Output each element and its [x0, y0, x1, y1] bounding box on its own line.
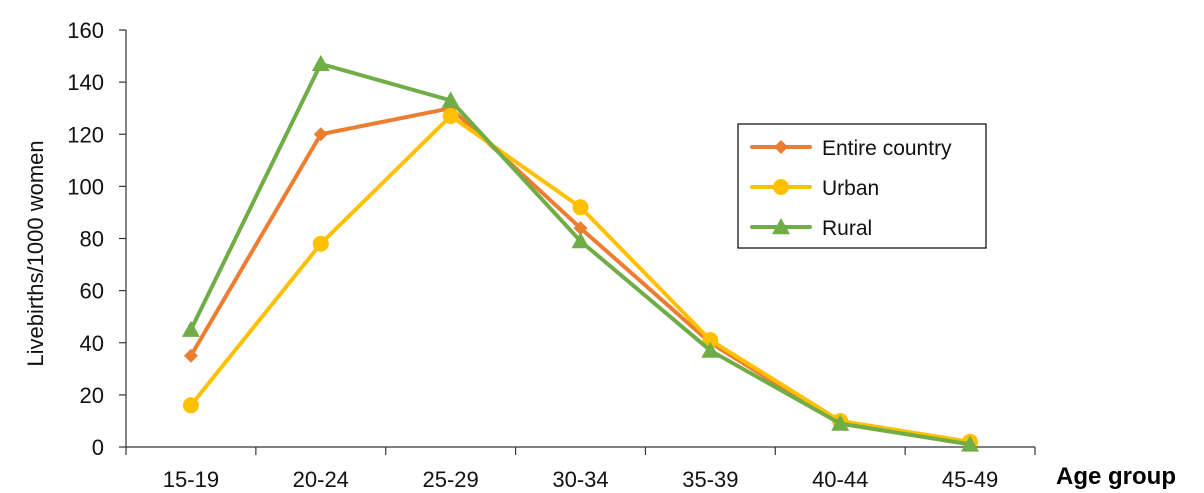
x-tick-label: 45-49: [942, 467, 998, 492]
legend-item-urban: Urban: [750, 177, 879, 200]
legend-label-urban: Urban: [822, 177, 879, 200]
y-tick-label: 140: [67, 70, 104, 95]
series-line-rural: [188, 61, 973, 447]
legend-item-rural: Rural: [750, 217, 872, 240]
y-tick-label: 60: [80, 279, 104, 304]
legend-item-entire-country: Entire country: [750, 137, 952, 160]
data-point-entire-country: [573, 221, 588, 236]
y-tick-label: 120: [67, 122, 104, 147]
data-point-urban: [702, 332, 719, 349]
legend-marker-entire-country: [774, 140, 788, 154]
data-point-urban: [442, 108, 459, 125]
data-point-rural: [571, 232, 590, 249]
x-tick-label: 15-19: [163, 467, 219, 492]
x-tick-label: 25-29: [423, 467, 479, 492]
legend-items: Entire country Urban Rural: [750, 137, 952, 240]
y-ticks: 0 20 40 60 80 100 120 140 160: [67, 18, 126, 460]
x-tick-label: 30-34: [552, 467, 608, 492]
data-point-rural: [701, 341, 720, 358]
x-axis-title: Age group: [1056, 463, 1176, 490]
series-rural: [181, 54, 980, 452]
y-tick-label: 100: [67, 174, 104, 199]
y-tick-label: 0: [92, 435, 104, 460]
data-point-entire-country: [183, 348, 198, 363]
data-point-rural: [961, 435, 980, 452]
data-point-rural: [831, 414, 850, 431]
legend-label-entire-country: Entire country: [822, 137, 952, 160]
x-tick-label: 35-39: [682, 467, 738, 492]
data-point-urban: [572, 199, 589, 216]
data-point-rural: [441, 91, 460, 108]
x-tick-label: 40-44: [812, 467, 868, 492]
legend-marker-urban: [773, 179, 789, 195]
legend-marker-rural: [772, 218, 790, 235]
y-axis-title: Livebirths/1000 women: [23, 140, 48, 366]
data-point-urban: [312, 235, 329, 252]
y-tick-label: 20: [80, 383, 104, 408]
x-tick-label: 20-24: [293, 467, 349, 492]
y-tick-label: 80: [80, 227, 104, 252]
x-ticks: 15-19 20-24 25-29 30-34 35-39 40-44 45-49: [125, 447, 1036, 492]
data-point-rural: [311, 54, 330, 72]
data-point-urban: [182, 397, 199, 414]
legend-label-rural: Rural: [822, 217, 872, 240]
data-point-rural: [181, 320, 200, 337]
data-point-entire-country: [313, 127, 328, 142]
legend: Entire country Urban Rural: [737, 123, 987, 249]
y-tick-label: 40: [80, 331, 104, 356]
series-lines: [181, 54, 980, 452]
y-tick-label: 160: [67, 18, 104, 43]
